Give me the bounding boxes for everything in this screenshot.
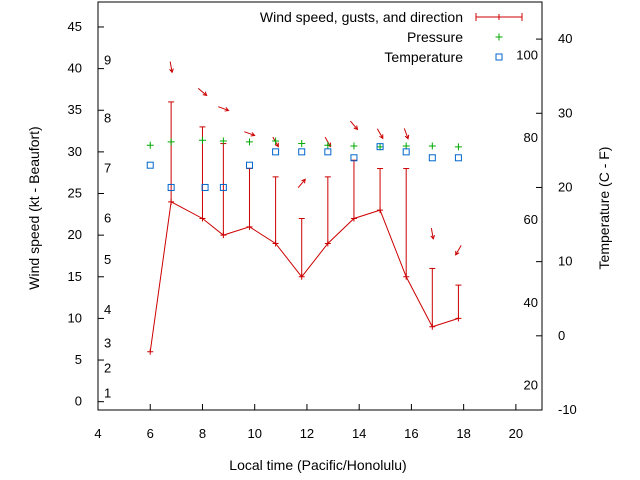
beaufort-label: 7 — [104, 161, 111, 176]
legend-pressure-marker — [495, 33, 503, 41]
y-tick-label: 10 — [68, 310, 82, 325]
pressure-point — [146, 141, 154, 149]
legend-label-pressure: Pressure — [407, 29, 463, 45]
pressure-point — [454, 143, 462, 151]
temperature-point — [428, 154, 436, 162]
x-tick-label: 12 — [300, 426, 314, 441]
legend-label-wind: Wind speed, gusts, and direction — [260, 9, 463, 25]
wind-direction-arrow — [169, 61, 174, 74]
x-tick-label: 14 — [352, 426, 366, 441]
y-axis-title: Wind speed (kt - Beaufort) — [26, 126, 42, 289]
pressure-point — [167, 138, 175, 146]
pressure-point — [298, 140, 306, 148]
temperature-point — [376, 143, 384, 151]
y-tick-label: 35 — [68, 102, 82, 117]
y-tick-label: 45 — [68, 19, 82, 34]
x-tick-label: 8 — [199, 426, 206, 441]
temperature-point — [454, 154, 462, 162]
legend: Wind speed, gusts, and direction Pressure… — [260, 9, 523, 65]
y2-tick-label: 20 — [558, 179, 572, 194]
x-tick-label: 4 — [94, 426, 101, 441]
y2-tick-label: 0 — [558, 328, 565, 343]
fahrenheit-label: 60 — [524, 212, 538, 227]
temperature-point — [167, 183, 175, 191]
beaufort-label: 4 — [104, 302, 111, 317]
y2-tick-label: 10 — [558, 254, 572, 269]
beaufort-label: 3 — [104, 335, 111, 350]
temperature-point — [350, 154, 358, 162]
y-tick-label: 40 — [68, 61, 82, 76]
plot-frame — [97, 1, 543, 411]
x-tick-label: 18 — [456, 426, 470, 441]
legend-label-temperature: Temperature — [384, 49, 463, 65]
wind-direction-arrow — [376, 128, 384, 140]
x-tick-label: 16 — [404, 426, 418, 441]
pressure-point — [198, 136, 206, 144]
temperature-point — [272, 148, 280, 156]
wind-direction-arrow — [430, 227, 436, 240]
wind-direction-arrow — [403, 128, 410, 140]
wind-direction-arrow — [350, 120, 359, 131]
y-tick-label: 30 — [68, 144, 82, 159]
y-tick-label: 5 — [75, 352, 82, 367]
pressure-point — [324, 141, 332, 149]
x-tick-label: 10 — [247, 426, 261, 441]
y2-tick-label: -10 — [558, 402, 577, 417]
x-tick-label: 6 — [147, 426, 154, 441]
temperature-point — [298, 148, 306, 156]
fahrenheit-label: 100 — [516, 47, 538, 62]
wind-speed-point — [147, 348, 154, 355]
x-tick-label: 20 — [509, 426, 523, 441]
temperature-point — [324, 148, 332, 156]
y-tick-label: 0 — [75, 394, 82, 409]
data-layer — [146, 61, 462, 355]
beaufort-label: 1 — [104, 385, 111, 400]
y-tick-label: 15 — [68, 269, 82, 284]
temperature-point — [245, 161, 253, 169]
beaufort-label: 6 — [104, 210, 111, 225]
pressure-point — [245, 138, 253, 146]
beaufort-label: 9 — [104, 52, 111, 67]
wind-direction-arrow — [455, 245, 462, 256]
y-tick-label: 25 — [68, 186, 82, 201]
y2-tick-label: 40 — [558, 31, 572, 46]
pressure-point — [428, 142, 436, 150]
beaufort-label: 2 — [104, 360, 111, 375]
fahrenheit-label: 20 — [524, 378, 538, 393]
pressure-point — [272, 137, 280, 145]
tick-layer: 4 6 8 10 12 14 16 18 20051015202530354045-100102… — [68, 19, 577, 441]
pressure-point — [219, 137, 227, 145]
temperature-point — [201, 183, 209, 191]
temperature-point — [219, 183, 227, 191]
wind-direction-arrow — [197, 88, 208, 97]
temperature-point — [146, 161, 154, 169]
y2-tick-label: 30 — [558, 105, 572, 120]
wind-direction-arrow — [244, 131, 256, 137]
fahrenheit-label: 80 — [524, 130, 538, 145]
wind-direction-arrow — [218, 106, 230, 112]
wind-direction-arrow — [297, 178, 306, 189]
legend-temperature-marker — [495, 53, 503, 61]
y-tick-label: 20 — [68, 227, 82, 242]
y2-axis-title: Temperature (C - F) — [596, 147, 612, 270]
pressure-point — [350, 142, 358, 150]
fahrenheit-label: 40 — [524, 295, 538, 310]
temperature-point — [402, 148, 410, 156]
beaufort-label: 8 — [104, 111, 111, 126]
beaufort-label: 5 — [104, 252, 111, 267]
x-axis-title: Local time (Pacific/Honolulu) — [229, 457, 406, 473]
